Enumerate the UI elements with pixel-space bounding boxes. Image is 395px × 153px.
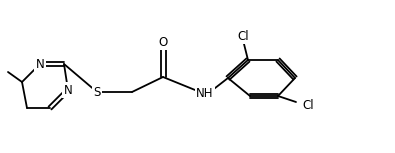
Text: N: N (36, 58, 44, 71)
Text: O: O (158, 35, 167, 49)
Text: Cl: Cl (302, 99, 314, 112)
Text: S: S (93, 86, 101, 99)
Text: N: N (64, 84, 72, 97)
Text: Cl: Cl (237, 30, 249, 43)
Text: NH: NH (196, 86, 214, 99)
